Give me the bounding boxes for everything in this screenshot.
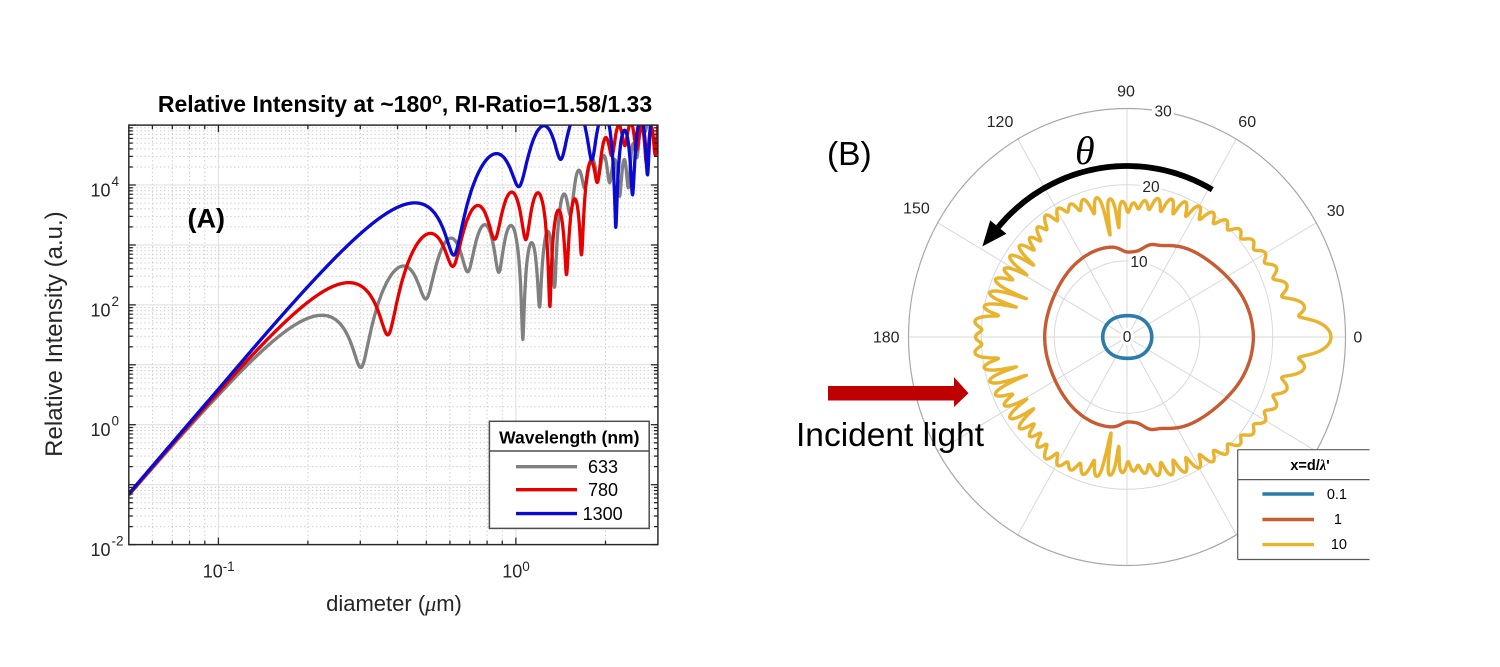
svg-text:Relative Intensity (a.u.): Relative Intensity (a.u.) [41,211,68,456]
svg-text:20: 20 [1142,179,1160,196]
svg-text:2: 2 [112,294,120,309]
svg-text:0: 0 [112,414,120,429]
svg-text:(B): (B) [827,136,872,173]
svg-text:1300: 1300 [583,504,623,524]
svg-text:150: 150 [903,201,930,218]
svg-text:120: 120 [987,114,1014,131]
svg-text:10: 10 [203,561,223,581]
svg-text:x=d/λ': x=d/λ' [1290,458,1329,474]
svg-text:30: 30 [1154,104,1172,121]
svg-text:10: 10 [90,540,110,560]
svg-text:1: 1 [1334,512,1342,528]
svg-text:0: 0 [1353,330,1362,347]
svg-text:diameter (μm): diameter (μm) [326,591,462,616]
svg-text:10: 10 [90,420,110,440]
svg-text:90: 90 [1117,84,1135,101]
svg-text:30: 30 [1327,203,1345,220]
svg-text:10: 10 [1130,254,1148,271]
svg-text:60: 60 [1238,114,1256,131]
svg-text:-1: -1 [223,559,235,574]
svg-text:Relative Intensity at ~180o, R: Relative Intensity at ~180o, RI-Ratio=1.… [158,91,652,117]
svg-text:10: 10 [90,181,110,201]
svg-text:10: 10 [90,300,110,320]
svg-text:780: 780 [588,480,618,500]
svg-text:633: 633 [588,457,618,477]
svg-text:-2: -2 [112,534,124,549]
svg-text:10: 10 [1331,537,1347,553]
svg-text:10: 10 [502,561,522,581]
svg-text:Incident light: Incident light [796,417,985,454]
svg-text:Wavelength (nm): Wavelength (nm) [499,428,639,448]
svg-text:θ: θ [1075,128,1095,173]
svg-text:4: 4 [112,174,120,189]
svg-text:0: 0 [1123,329,1132,346]
svg-text:0: 0 [522,559,530,574]
svg-text:180: 180 [873,330,900,347]
svg-text:0.1: 0.1 [1327,487,1347,503]
svg-text:(A): (A) [188,204,225,234]
